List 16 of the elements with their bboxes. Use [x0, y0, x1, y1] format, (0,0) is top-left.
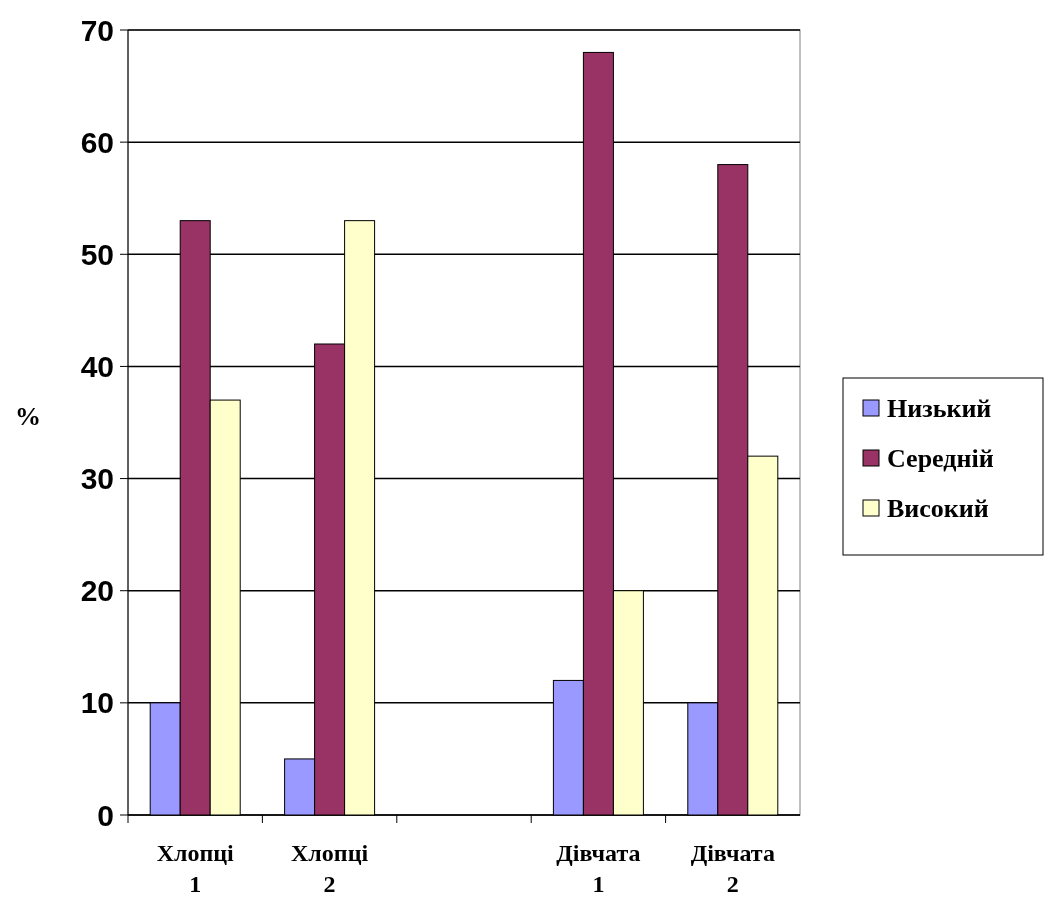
y-tick-label: 40	[80, 349, 114, 383]
y-tick-label: 0	[97, 798, 114, 832]
y-tick-label: 20	[80, 574, 114, 608]
x-tick-label: Дівчата 1	[556, 840, 641, 897]
y-axis-title: %	[15, 402, 41, 431]
x-tick-label: Дівчата 2	[690, 840, 775, 897]
x-tick-label: Хлопці 2	[291, 840, 369, 897]
legend-label: Високий	[887, 494, 989, 524]
y-tick-label: 10	[80, 686, 114, 720]
y-tick-label: 50	[80, 237, 114, 271]
y-tick-label: 30	[80, 462, 114, 496]
legend-label: Низький	[887, 394, 992, 424]
x-tick-label: Хлопці 1	[156, 840, 235, 897]
legend-label: Середній	[887, 444, 994, 474]
y-tick-label: 60	[80, 125, 114, 159]
y-tick-label: 70	[80, 13, 114, 47]
